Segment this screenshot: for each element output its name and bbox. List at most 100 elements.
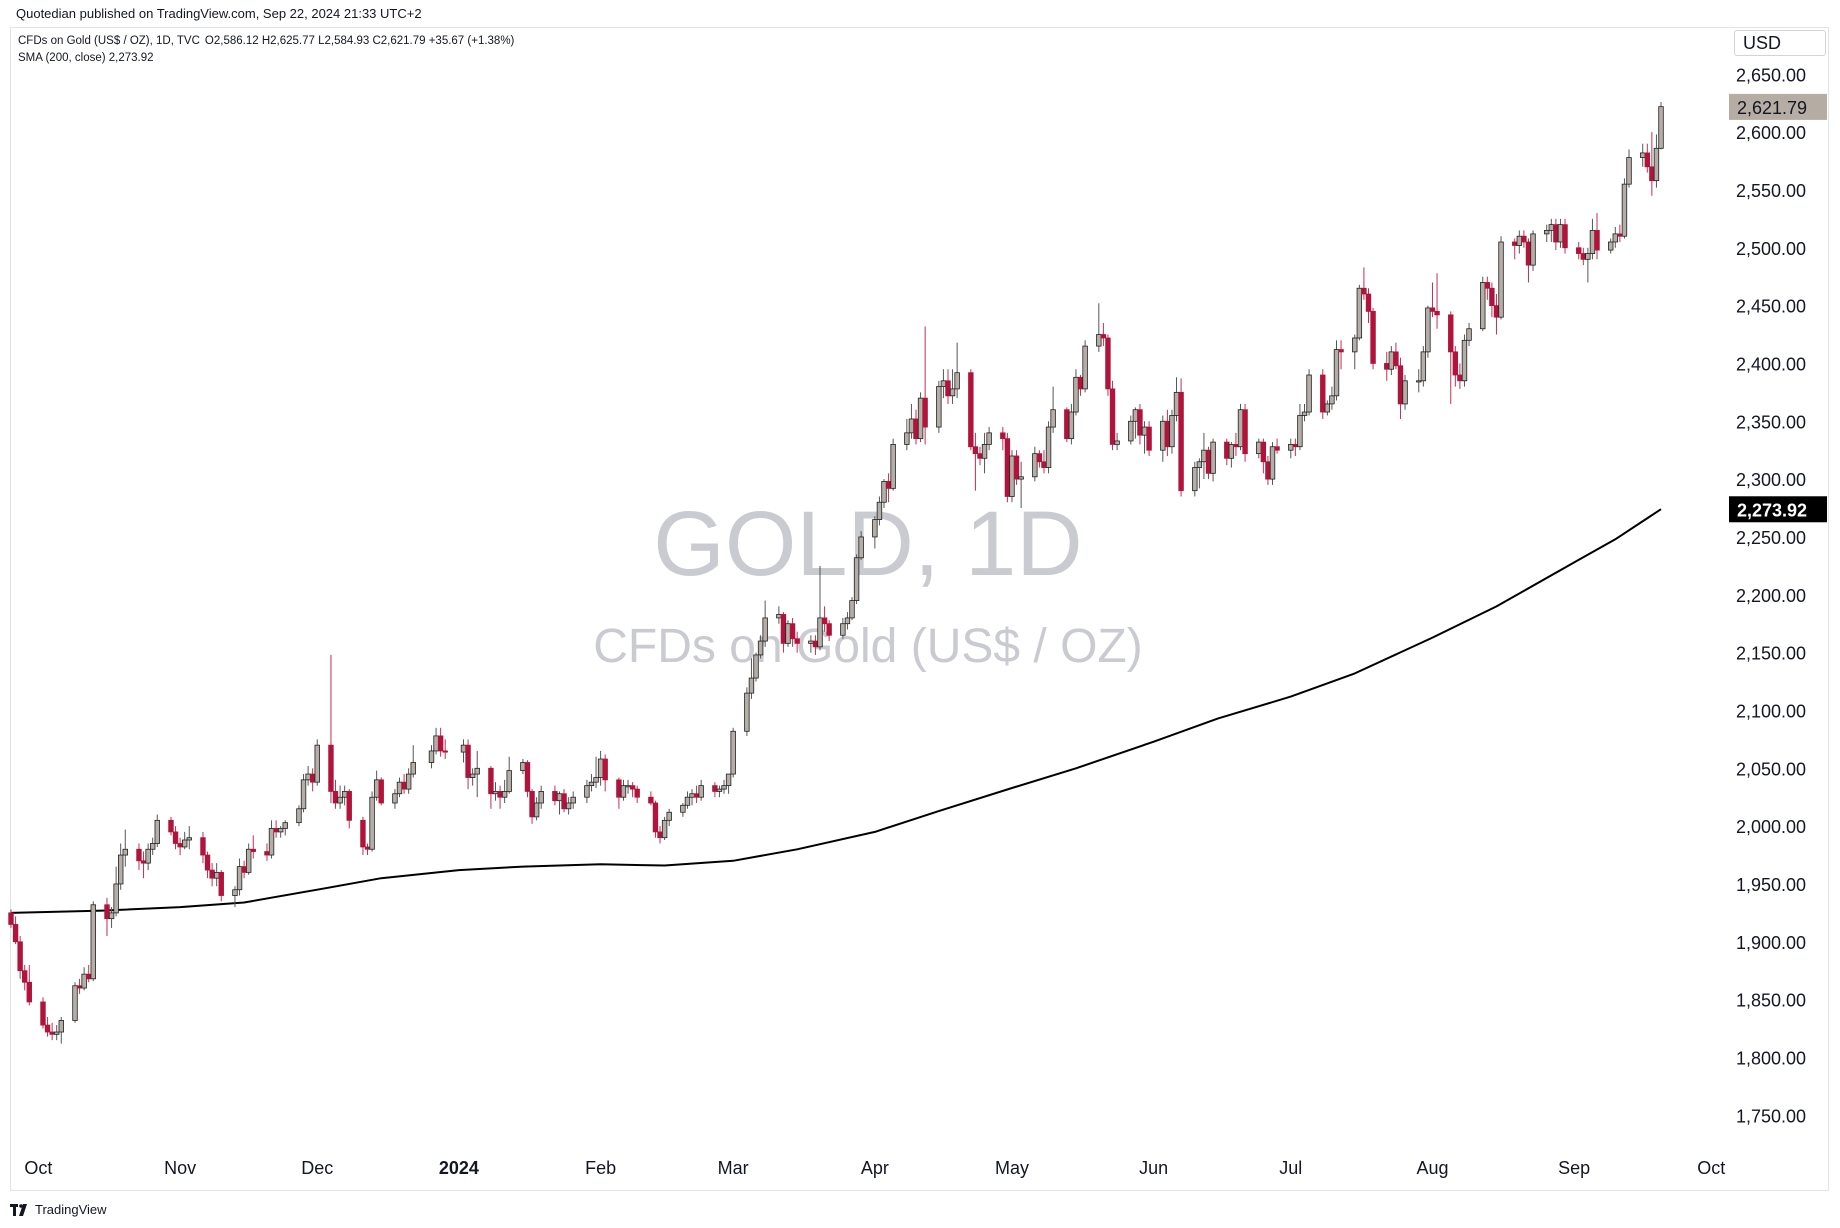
time-axis[interactable]: Oct Nov Dec 2024 Feb Mar Apr May Jun Jul Aug Sep Oct: [24, 1158, 1725, 1178]
x-tick-label: Oct: [1697, 1158, 1725, 1178]
candle-down: [104, 897, 110, 937]
candle-up: [1073, 369, 1079, 416]
candle-body: [1416, 380, 1422, 383]
candle-body: [1068, 411, 1075, 440]
candle-body: [1649, 166, 1655, 182]
candle-down: [86, 964, 92, 983]
candle-down: [1644, 143, 1650, 173]
watermark-subtitle: CFDs on Gold (US$ / OZ): [593, 620, 1142, 673]
candle-body: [506, 770, 512, 792]
candle-down: [1452, 346, 1459, 387]
candle-body: [122, 848, 128, 856]
candle-body: [744, 692, 750, 732]
candle-body: [1169, 415, 1175, 448]
candle-down: [712, 782, 718, 798]
candle-up: [840, 617, 846, 639]
candle-up: [844, 612, 851, 630]
candle-body: [273, 828, 279, 833]
candle-body: [1013, 455, 1020, 480]
candle-body: [1640, 152, 1646, 158]
candle-body: [1466, 328, 1472, 341]
candle-up: [58, 1016, 64, 1044]
candle-body: [1004, 438, 1011, 497]
x-tick-label: May: [995, 1158, 1029, 1178]
candle-body: [305, 773, 311, 781]
candle-body: [1580, 253, 1587, 260]
candle-down: [1397, 357, 1404, 419]
candle-body: [538, 791, 544, 804]
candle-up: [369, 791, 375, 852]
candle-up: [277, 826, 284, 838]
price-badges: 2,621.79 2,273.92: [1729, 93, 1827, 523]
legend-symbol[interactable]: CFDs on Gold (US$ / OZ), 1D, TVC: [18, 35, 200, 47]
candle-up: [300, 774, 307, 813]
currency-selector[interactable]: USD: [1734, 30, 1826, 56]
candle-down: [250, 835, 256, 859]
candle-body: [264, 851, 270, 856]
candle-up: [1480, 276, 1486, 332]
legend-symbol-row[interactable]: CFDs on Gold (US$ / OZ), 1D, TVC O2,586.1…: [18, 35, 514, 47]
candle-body: [904, 432, 910, 445]
candle-body: [1256, 441, 1262, 455]
candle-up: [1301, 403, 1308, 422]
candle-body: [1388, 351, 1395, 370]
candle-body: [1109, 388, 1116, 445]
candle-body: [209, 869, 215, 879]
legend-sma[interactable]: SMA (200, close) 2,273.92: [18, 52, 154, 64]
candle-body: [1100, 334, 1107, 339]
candle-body: [556, 793, 563, 802]
candle-up: [556, 791, 563, 815]
legend-sma-row[interactable]: SMA (200, close) 2,273.92: [18, 52, 154, 64]
candle-body: [328, 744, 334, 792]
candle-down: [1370, 307, 1376, 370]
candle-body: [1608, 241, 1614, 251]
candle-up: [753, 652, 759, 682]
candle-up: [181, 831, 188, 850]
candle-body: [1530, 233, 1536, 266]
y-tick-label: 2,000.00: [1736, 817, 1806, 837]
candle-body: [680, 804, 686, 813]
candle-down: [1105, 334, 1111, 396]
candle-body: [602, 758, 608, 781]
candle-body: [1448, 314, 1454, 353]
x-tick-label: Nov: [164, 1158, 196, 1178]
candle-down: [177, 837, 183, 856]
candle-body: [1164, 420, 1171, 448]
candle-up: [1420, 346, 1427, 387]
candle-body: [1621, 183, 1628, 237]
candle-body: [762, 617, 768, 642]
footer-brand-text: TradingView: [35, 1202, 107, 1217]
candle-body: [657, 831, 663, 839]
y-tick-label: 2,550.00: [1736, 181, 1806, 201]
candle-body: [721, 785, 727, 790]
candle-down: [1100, 322, 1107, 347]
candle-body: [570, 796, 576, 804]
candle-up: [236, 858, 243, 896]
candle-down: [44, 1016, 51, 1037]
x-tick-label: 2024: [439, 1158, 479, 1178]
candle-up: [90, 901, 96, 982]
candle-body: [812, 640, 819, 648]
candle-up: [1329, 386, 1335, 410]
candle-body: [1036, 453, 1043, 463]
price-axis[interactable]: 2,650.00 2,600.00 2,550.00 2,500.00 2,450.00…: [1736, 65, 1806, 1126]
candle-down: [1594, 213, 1600, 260]
candle-down: [972, 432, 979, 491]
candle-body: [949, 388, 956, 397]
candle-down: [1448, 311, 1454, 404]
candle-down: [204, 851, 211, 879]
candle-body: [1018, 476, 1024, 480]
candle-body: [1484, 282, 1491, 289]
candle-body: [1301, 411, 1308, 416]
candle-down: [1146, 421, 1152, 456]
x-tick-label: Dec: [301, 1158, 333, 1178]
candle-up: [186, 826, 192, 850]
candle-down: [629, 782, 636, 798]
candle-down: [1077, 375, 1084, 396]
candle-body: [172, 831, 179, 844]
candle-body: [1658, 106, 1664, 149]
candle-down: [332, 779, 339, 809]
candle-body: [8, 912, 14, 925]
candle-down: [1064, 407, 1070, 443]
